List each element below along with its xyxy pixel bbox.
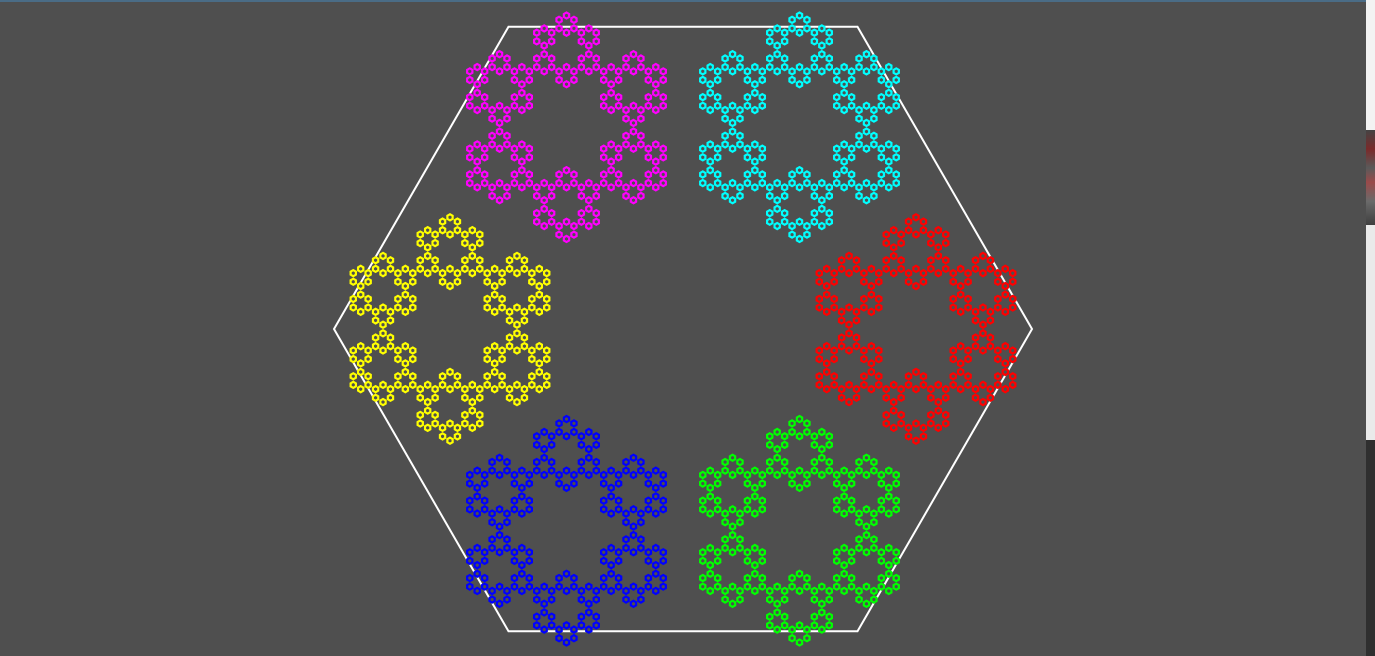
blue-flake <box>466 414 667 647</box>
window-top-border <box>0 0 1375 2</box>
adjacent-window-light-area <box>1366 0 1375 130</box>
adjacent-window-edge <box>1366 0 1375 656</box>
magenta-flake <box>466 11 667 244</box>
magenta-flake-holes <box>468 13 665 241</box>
blue-flake-holes <box>468 417 665 645</box>
green-flake-holes <box>701 417 898 645</box>
adjacent-window-image <box>1366 130 1375 225</box>
adjacent-window-panel <box>1366 225 1375 440</box>
yellow-flake-holes <box>351 215 549 443</box>
cyan-flake <box>699 11 900 244</box>
red-flake <box>815 213 1017 445</box>
green-flake <box>699 414 900 647</box>
red-flake-holes <box>817 215 1015 443</box>
yellow-flake <box>349 213 551 445</box>
hexagon-outline <box>332 25 1034 633</box>
fractal-flakes <box>349 11 1017 647</box>
adjacent-window-dark-area <box>1366 440 1375 656</box>
adjacent-window-content <box>1366 0 1375 656</box>
cyan-flake-holes <box>701 13 898 241</box>
